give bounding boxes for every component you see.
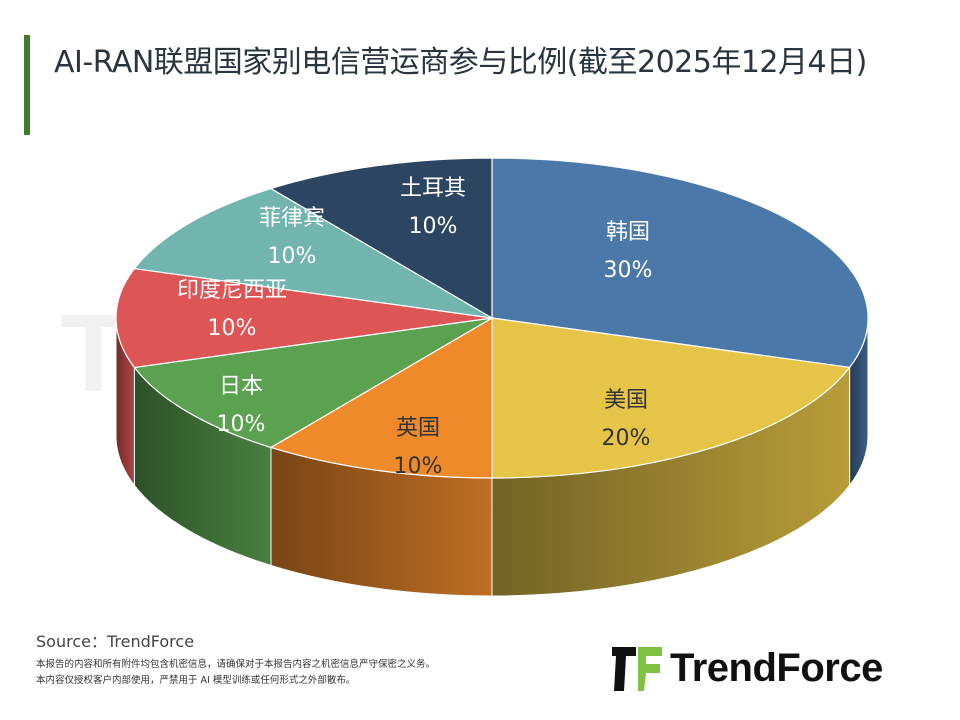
pie-slice-1	[491, 157, 869, 369]
slice-name: 韩国	[605, 220, 650, 245]
slice-value: 30%	[603, 258, 653, 283]
slice-name: 土耳其	[399, 176, 467, 201]
disclaimer-line: 本报告的内容和所有附件均包含机密信息，请确保对于本报告内容之机密信息严守保密之义…	[36, 659, 436, 670]
slice-name: 菲律宾	[258, 206, 326, 231]
trendforce-logo: TrendForce	[612, 646, 883, 691]
pie-slice-6	[133, 187, 493, 319]
slice-name: 英国	[395, 416, 440, 441]
slice-label: 菲律宾 10%	[259, 200, 325, 276]
pie-slice-2	[491, 317, 851, 479]
slice-label: 英国 10%	[394, 410, 443, 486]
slice-name: 美国	[603, 388, 648, 413]
slice-value: 10%	[408, 214, 458, 239]
pie-slice-5	[115, 267, 493, 369]
chart-title: AI-RAN联盟国家别电信营运商参与比例(截至2025年12月4日)	[54, 45, 867, 80]
slice-label: 土耳其 10%	[400, 170, 466, 246]
slice-value: 10%	[207, 316, 257, 341]
slice-value: 10%	[216, 412, 266, 437]
slice-name: 日本	[218, 374, 263, 399]
slice-value: 20%	[601, 426, 651, 451]
slice-name: 印度尼西亚	[176, 278, 288, 303]
pie-slice-4	[133, 317, 493, 449]
logo-text: TrendForce	[670, 646, 883, 690]
slice-label: 日本 10%	[217, 368, 266, 444]
slice-value: 10%	[393, 454, 443, 479]
slice-value: 10%	[267, 244, 317, 269]
pie-slice-7	[269, 157, 493, 320]
slice-label: 美国 20%	[602, 382, 651, 458]
disclaimer: 本报告的内容和所有附件均包含机密信息，请确保对于本报告内容之机密信息严守保密之义…	[36, 657, 435, 689]
pie-slice-3	[269, 316, 493, 479]
logo-mark-icon	[612, 646, 662, 691]
slice-label: 印度尼西亚 10%	[177, 272, 287, 348]
source-text: Source：TrendForce	[36, 632, 195, 651]
title-accent-bar	[24, 35, 30, 135]
disclaimer-line: 本内容仅授权客户内部使用，严禁用于 AI 模型训练或任何形式之外部散布。	[36, 675, 356, 686]
slice-label: 韩国 30%	[604, 214, 653, 290]
